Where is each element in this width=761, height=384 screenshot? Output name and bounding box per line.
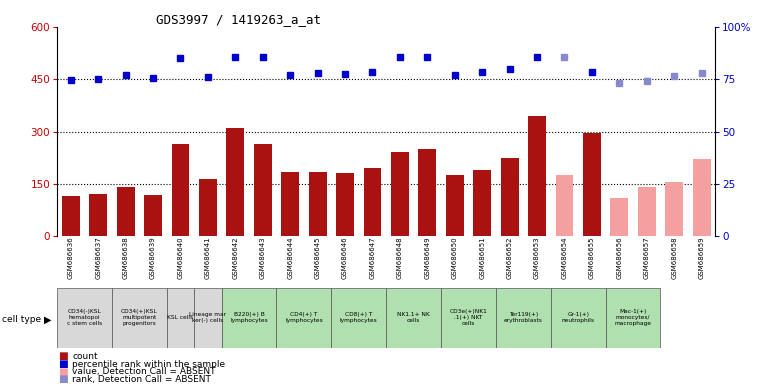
FancyBboxPatch shape [551, 288, 606, 348]
Bar [144, 195, 162, 236]
Text: GSM686655: GSM686655 [589, 236, 595, 279]
Text: GSM686639: GSM686639 [150, 236, 156, 279]
Text: GSM686651: GSM686651 [479, 236, 486, 279]
Text: B220(+) B
lymphocytes: B220(+) B lymphocytes [230, 312, 268, 323]
Bar [528, 116, 546, 236]
Text: GSM686642: GSM686642 [232, 236, 238, 279]
Bar [336, 174, 354, 236]
Text: percentile rank within the sample: percentile rank within the sample [72, 359, 225, 369]
Bar [309, 172, 326, 236]
Text: NK1.1+ NK
cells: NK1.1+ NK cells [397, 312, 430, 323]
Text: ■: ■ [58, 367, 68, 377]
FancyBboxPatch shape [112, 288, 167, 348]
Text: CD8(+) T
lymphocytes: CD8(+) T lymphocytes [340, 312, 377, 323]
Bar [556, 175, 573, 236]
Text: GSM686648: GSM686648 [397, 236, 403, 279]
Text: value, Detection Call = ABSENT: value, Detection Call = ABSENT [72, 367, 216, 376]
Text: GSM686650: GSM686650 [452, 236, 458, 279]
Bar [391, 152, 409, 236]
Text: ▶: ▶ [44, 314, 52, 324]
Text: GSM686653: GSM686653 [534, 236, 540, 279]
Text: rank, Detection Call = ABSENT: rank, Detection Call = ABSENT [72, 375, 211, 384]
Bar [116, 187, 135, 236]
Text: ■: ■ [58, 359, 68, 369]
FancyBboxPatch shape [276, 288, 331, 348]
Text: ■: ■ [58, 374, 68, 384]
FancyBboxPatch shape [441, 288, 496, 348]
Bar [610, 198, 629, 236]
Text: GSM686638: GSM686638 [123, 236, 129, 279]
Bar [419, 149, 436, 236]
Bar [446, 175, 463, 236]
FancyBboxPatch shape [496, 288, 551, 348]
Text: GSM686646: GSM686646 [342, 236, 348, 279]
FancyBboxPatch shape [606, 288, 661, 348]
Bar [199, 179, 217, 236]
Text: GSM686659: GSM686659 [699, 236, 705, 279]
Text: KSL cells: KSL cells [167, 315, 193, 320]
FancyBboxPatch shape [194, 288, 221, 348]
Text: Mac-1(+)
monocytes/
macrophage: Mac-1(+) monocytes/ macrophage [615, 310, 651, 326]
Text: GSM686649: GSM686649 [425, 236, 431, 279]
Bar [254, 144, 272, 236]
Text: GDS3997 / 1419263_a_at: GDS3997 / 1419263_a_at [156, 13, 321, 26]
Text: CD34(+)KSL
multipotent
progenitors: CD34(+)KSL multipotent progenitors [121, 310, 158, 326]
FancyBboxPatch shape [386, 288, 441, 348]
Bar [665, 182, 683, 236]
Bar [282, 172, 299, 236]
Bar [62, 196, 80, 236]
Text: Lineage mar
ker(-) cells: Lineage mar ker(-) cells [189, 312, 227, 323]
Text: ■: ■ [58, 351, 68, 361]
Text: CD3e(+)NK1
.1(+) NKT
cells: CD3e(+)NK1 .1(+) NKT cells [450, 310, 487, 326]
Text: GSM686652: GSM686652 [507, 236, 513, 279]
Text: GSM686656: GSM686656 [616, 236, 622, 279]
FancyBboxPatch shape [331, 288, 386, 348]
FancyBboxPatch shape [167, 288, 194, 348]
Text: CD4(+) T
lymphocytes: CD4(+) T lymphocytes [285, 312, 323, 323]
Bar [89, 194, 107, 236]
Text: Ter119(+)
erythroblasts: Ter119(+) erythroblasts [504, 312, 543, 323]
Text: GSM686637: GSM686637 [95, 236, 101, 279]
Bar [473, 170, 491, 236]
Bar [227, 128, 244, 236]
Text: GSM686647: GSM686647 [370, 236, 375, 279]
Bar [583, 133, 601, 236]
FancyBboxPatch shape [57, 288, 112, 348]
Bar [501, 158, 518, 236]
Text: GSM686645: GSM686645 [314, 236, 320, 279]
Text: GSM686658: GSM686658 [671, 236, 677, 279]
Bar [693, 159, 711, 236]
Text: cell type: cell type [2, 315, 40, 324]
Text: Gr-1(+)
neutrophils: Gr-1(+) neutrophils [562, 312, 594, 323]
Text: GSM686654: GSM686654 [562, 236, 568, 279]
Text: GSM686643: GSM686643 [260, 236, 266, 279]
Text: GSM686644: GSM686644 [287, 236, 293, 279]
Text: GSM686657: GSM686657 [644, 236, 650, 279]
Bar [171, 144, 189, 236]
Bar [364, 168, 381, 236]
Text: GSM686636: GSM686636 [68, 236, 74, 279]
Text: CD34(-)KSL
hematopoi
c stem cells: CD34(-)KSL hematopoi c stem cells [67, 310, 102, 326]
Text: GSM686641: GSM686641 [205, 236, 211, 279]
Text: GSM686640: GSM686640 [177, 236, 183, 279]
Bar [638, 187, 656, 236]
Text: count: count [72, 352, 98, 361]
FancyBboxPatch shape [221, 288, 276, 348]
